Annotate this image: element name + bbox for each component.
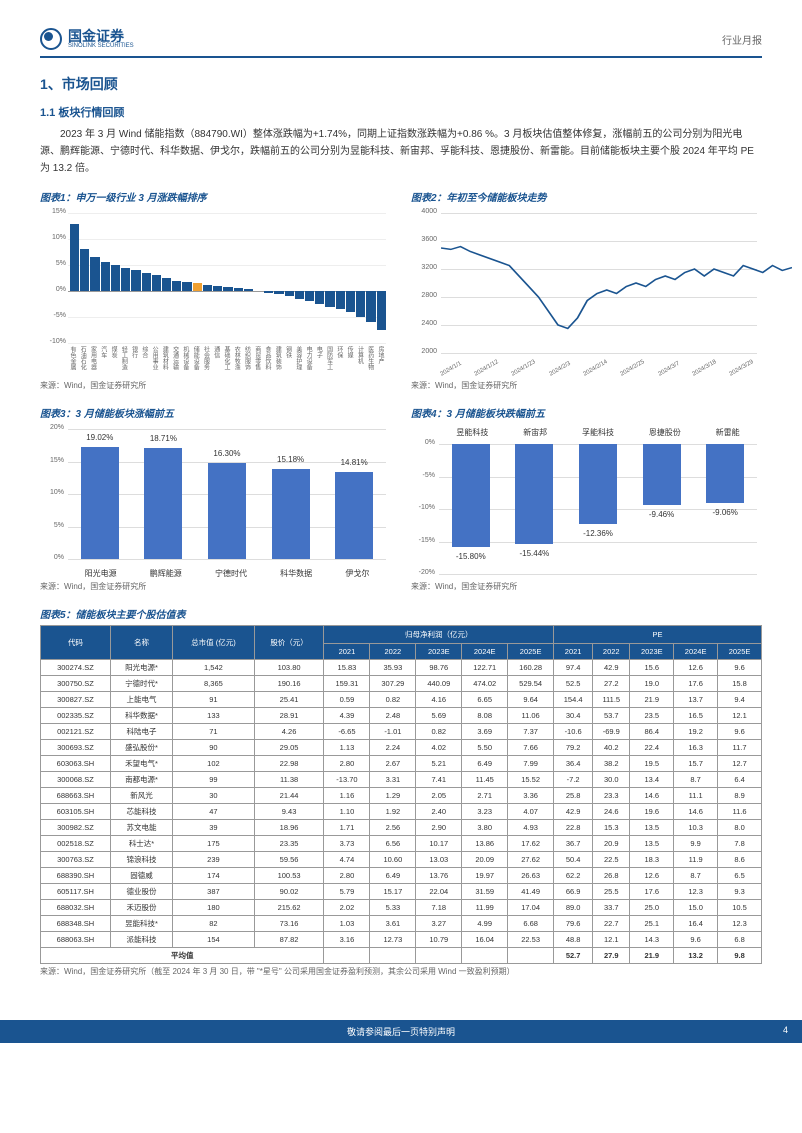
chart5-source: 来源：Wind，国金证券研究所（截至 2024 年 3 月 30 日，带 "*星… [40, 966, 762, 977]
page-footer: 敬请参阅最后一页特别声明 4 [0, 1020, 802, 1043]
chart1-title: 图表1：申万一级行业 3 月涨跌幅排序 [40, 189, 391, 204]
chart2-source: 来源：Wind，国金证券研究所 [411, 380, 762, 391]
chart5-title: 图表5：储能板块主要个股估值表 [40, 606, 762, 621]
chart3-source: 来源：Wind，国金证券研究所 [40, 581, 391, 592]
chart4-title: 图表4：3 月储能板块跌幅前五 [411, 405, 762, 420]
valuation-table: 代码名称总市值 (亿元)股价（元）归母净利润（亿元）PE202120222023… [40, 625, 762, 964]
chart3-title: 图表3：3 月储能板块涨幅前五 [40, 405, 391, 420]
chart4: 0%-5%-10%-15%-20%-15.80%-15.44%-12.36%-9… [411, 424, 762, 579]
company-name: 国金证券 [68, 29, 134, 43]
chart2-title: 图表2：年初至今储能板块走势 [411, 189, 762, 204]
chart2: 4000360032002800240020002024/1/12024/1/1… [411, 208, 762, 378]
section-heading: 1、市场回顾 [40, 74, 762, 94]
company-name-en: SINOLINK SECURITIES [68, 43, 134, 49]
company-logo: 国金证券 SINOLINK SECURITIES [40, 28, 134, 50]
page-number: 4 [783, 1025, 788, 1035]
page-header: 国金证券 SINOLINK SECURITIES 行业月报 [40, 28, 762, 58]
subsection-heading: 1.1 板块行情回顾 [40, 104, 762, 120]
intro-paragraph: 2023 年 3 月 Wind 储能指数（884790.WI）整体涨跌幅为+1.… [40, 126, 762, 177]
chart1-source: 来源：Wind，国金证券研究所 [40, 380, 391, 391]
footer-disclaimer: 敬请参阅最后一页特别声明 [347, 1027, 455, 1037]
report-type: 行业月报 [722, 32, 762, 47]
chart4-source: 来源：Wind，国金证券研究所 [411, 581, 762, 592]
chart3: 20%15%10%5%0%19.02%18.71%16.30%15.18%14.… [40, 424, 391, 579]
logo-icon [40, 28, 62, 50]
chart1: 15%10%5%0%-5%-10%有色金属石油石化家用电器汽车煤炭轻工制造银行综… [40, 208, 391, 378]
